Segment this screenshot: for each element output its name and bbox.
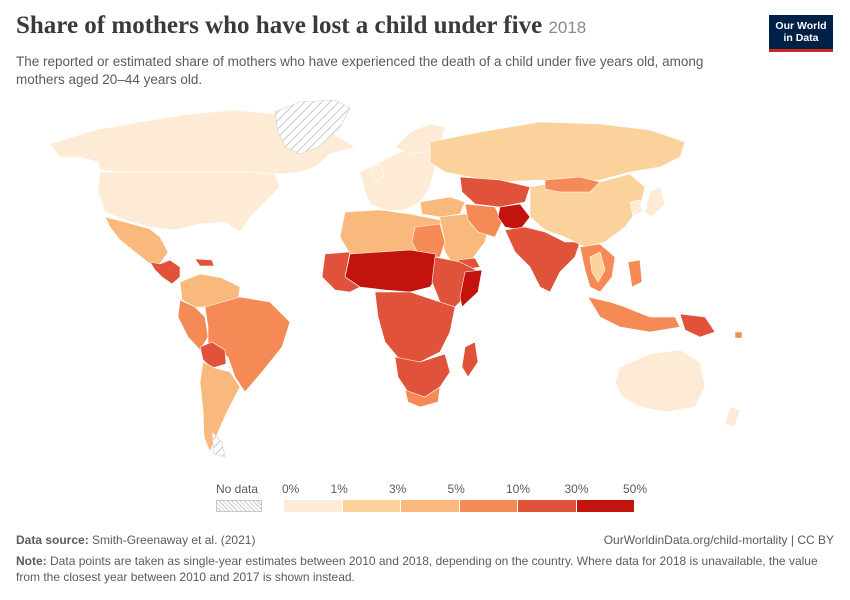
world-map xyxy=(49,99,743,458)
legend-swatch[interactable] xyxy=(342,500,401,512)
region-uk[interactable] xyxy=(369,163,385,183)
region-new-zealand[interactable] xyxy=(724,406,741,428)
title-text: Share of mothers who have lost a child u… xyxy=(16,12,543,39)
legend-bin-label: 0% xyxy=(282,482,300,496)
region-thailand[interactable] xyxy=(589,251,606,283)
legend-bin-label: 50% xyxy=(623,482,648,496)
region-mongolia[interactable] xyxy=(544,176,601,193)
region-png[interactable] xyxy=(679,313,716,338)
legend-no-data-swatch[interactable] xyxy=(216,500,262,512)
region-falklands[interactable] xyxy=(211,431,226,458)
region-korea[interactable] xyxy=(629,199,643,217)
region-madagascar[interactable] xyxy=(461,341,479,378)
region-south-africa[interactable] xyxy=(404,386,441,408)
region-caribbean[interactable] xyxy=(194,258,215,267)
region-turkey[interactable] xyxy=(419,196,466,218)
footer-url[interactable]: OurWorldinData.org/child-mortality | CC … xyxy=(603,533,834,547)
footer-note-text: Data points are taken as single-year est… xyxy=(16,554,818,584)
region-indonesia[interactable] xyxy=(587,296,681,333)
region-sahel[interactable] xyxy=(344,249,441,293)
region-somalia[interactable] xyxy=(459,269,483,308)
legend-bin-label: 1% xyxy=(330,482,348,496)
legend-no-data-label: No data xyxy=(216,482,259,496)
region-pacific-islands[interactable] xyxy=(734,331,743,339)
footer-note-label: Note: xyxy=(16,554,47,568)
region-central-asia[interactable] xyxy=(459,176,531,208)
region-australia[interactable] xyxy=(614,349,706,413)
region-japan[interactable] xyxy=(644,186,666,218)
legend-swatch[interactable] xyxy=(401,500,460,512)
legend-bin-label: 30% xyxy=(564,482,589,496)
region-west-africa[interactable] xyxy=(321,251,361,293)
legend-bin-label: 3% xyxy=(389,482,407,496)
footer-source-value[interactable]: Smith-Greenaway et al. (2021) xyxy=(92,533,256,547)
legend-swatch[interactable] xyxy=(518,500,577,512)
logo-line-1: Our World xyxy=(775,20,827,32)
region-russia[interactable] xyxy=(429,121,686,183)
chart-subtitle: The reported or estimated share of mothe… xyxy=(16,54,704,87)
legend-swatch[interactable] xyxy=(459,500,518,512)
region-egypt[interactable] xyxy=(411,223,446,258)
footer-source: Data source: Smith-Greenaway et al. (202… xyxy=(16,533,255,547)
region-afghanistan[interactable] xyxy=(497,203,531,231)
map-legend: No data 0% 1% 3% 5% 10% 30% 50% xyxy=(200,482,660,522)
region-india[interactable] xyxy=(504,226,581,293)
region-southern-cone[interactable] xyxy=(199,361,241,453)
logo-line-2: in Data xyxy=(783,32,819,44)
title-year: 2018 xyxy=(548,18,587,37)
owid-logo[interactable]: Our World in Data xyxy=(769,15,833,52)
region-greenland[interactable] xyxy=(274,99,351,155)
legend-swatch[interactable] xyxy=(284,500,343,512)
region-central-america[interactable] xyxy=(149,259,181,285)
region-bolivia[interactable] xyxy=(199,341,227,369)
region-europe[interactable] xyxy=(359,146,441,211)
footer-source-label: Data source: xyxy=(16,533,89,547)
region-iran[interactable] xyxy=(464,203,503,238)
region-central-africa[interactable] xyxy=(374,291,456,363)
region-philippines[interactable] xyxy=(627,259,643,288)
chart-title: Share of mothers who have lost a child u… xyxy=(16,12,756,40)
legend-swatch[interactable] xyxy=(576,500,635,512)
region-usa[interactable] xyxy=(97,171,281,233)
footer-note: Note: Data points are taken as single-ye… xyxy=(16,553,836,585)
legend-bin-label: 5% xyxy=(447,482,465,496)
region-peru[interactable] xyxy=(177,299,209,351)
legend-bin-label: 10% xyxy=(506,482,531,496)
